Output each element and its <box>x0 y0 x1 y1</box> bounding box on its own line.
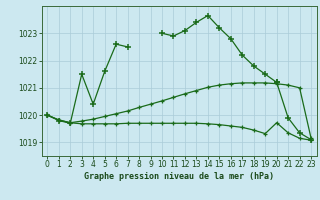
X-axis label: Graphe pression niveau de la mer (hPa): Graphe pression niveau de la mer (hPa) <box>84 172 274 181</box>
